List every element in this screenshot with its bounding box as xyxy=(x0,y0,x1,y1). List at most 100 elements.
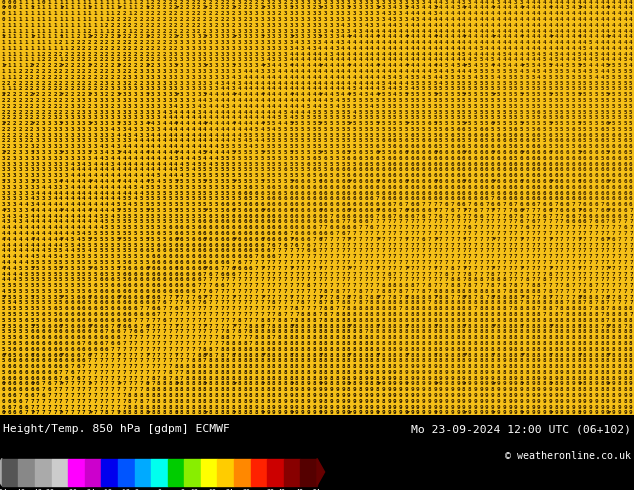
Text: 6: 6 xyxy=(145,266,149,271)
Text: 3: 3 xyxy=(122,121,126,126)
Text: 6: 6 xyxy=(209,225,212,230)
Text: 8: 8 xyxy=(399,358,402,364)
Text: 7: 7 xyxy=(514,248,517,253)
Text: 8: 8 xyxy=(261,387,264,392)
Text: 7: 7 xyxy=(128,347,132,352)
Text: 7: 7 xyxy=(382,237,385,242)
Text: 2: 2 xyxy=(214,23,218,28)
Text: 8: 8 xyxy=(255,376,258,381)
Text: 3: 3 xyxy=(30,162,34,167)
Text: 7: 7 xyxy=(157,300,160,305)
Text: 6: 6 xyxy=(220,231,224,236)
Text: 5: 5 xyxy=(324,133,327,138)
Text: 6: 6 xyxy=(111,277,114,282)
Text: 3: 3 xyxy=(238,80,241,86)
Text: 9: 9 xyxy=(364,370,368,375)
Text: 3: 3 xyxy=(122,98,126,103)
Text: 6: 6 xyxy=(163,271,166,276)
Text: 4: 4 xyxy=(289,51,293,57)
Text: 6: 6 xyxy=(399,185,402,190)
Text: 5: 5 xyxy=(70,237,74,242)
Text: 2: 2 xyxy=(122,75,126,80)
Text: 7: 7 xyxy=(191,318,195,323)
Text: 5: 5 xyxy=(548,110,552,115)
Text: 2: 2 xyxy=(180,28,183,33)
Text: 4: 4 xyxy=(82,202,86,207)
Text: 2: 2 xyxy=(117,11,120,16)
Text: 5: 5 xyxy=(330,110,333,115)
Text: 6: 6 xyxy=(514,208,517,213)
Bar xyxy=(234,459,250,486)
Text: 4: 4 xyxy=(203,98,207,103)
Text: 6: 6 xyxy=(382,214,385,219)
Text: 8: 8 xyxy=(589,318,592,323)
Text: 6: 6 xyxy=(583,185,586,190)
Text: 8: 8 xyxy=(243,370,247,375)
Text: 4: 4 xyxy=(174,121,178,126)
Text: 6: 6 xyxy=(59,323,63,329)
Text: 6: 6 xyxy=(87,323,91,329)
Text: 6: 6 xyxy=(266,248,270,253)
Text: 6: 6 xyxy=(261,248,264,253)
Text: 6: 6 xyxy=(25,318,28,323)
Text: 7: 7 xyxy=(416,277,420,282)
Text: 3: 3 xyxy=(59,121,63,126)
Text: 8: 8 xyxy=(462,335,465,340)
Text: 5: 5 xyxy=(623,92,627,97)
Text: 7: 7 xyxy=(404,225,408,230)
Text: 0: 0 xyxy=(13,0,16,4)
Text: 4: 4 xyxy=(100,168,103,172)
Text: 9: 9 xyxy=(289,399,293,404)
Text: 3: 3 xyxy=(117,104,120,109)
Text: 6: 6 xyxy=(13,399,16,404)
Text: 6: 6 xyxy=(456,162,460,167)
Text: 7: 7 xyxy=(462,260,465,265)
Text: 9: 9 xyxy=(571,382,575,387)
Text: 7: 7 xyxy=(393,248,396,253)
Text: 8: 8 xyxy=(382,312,385,317)
Text: 8: 8 xyxy=(531,376,534,381)
Text: 6: 6 xyxy=(330,168,333,172)
Text: 8: 8 xyxy=(197,353,201,358)
Text: 9: 9 xyxy=(404,399,408,404)
Text: 4: 4 xyxy=(301,57,304,62)
Text: 4: 4 xyxy=(7,277,11,282)
Text: 7: 7 xyxy=(445,283,448,288)
Text: 5: 5 xyxy=(560,104,564,109)
Text: 1: 1 xyxy=(76,28,80,33)
Text: 5: 5 xyxy=(491,86,495,91)
Text: 1: 1 xyxy=(53,0,57,4)
Text: 6: 6 xyxy=(404,185,408,190)
Text: 8: 8 xyxy=(278,358,281,364)
Text: 7: 7 xyxy=(278,283,281,288)
Text: 6: 6 xyxy=(100,318,103,323)
Text: 2: 2 xyxy=(157,0,160,4)
Text: 4: 4 xyxy=(520,51,523,57)
Text: 9: 9 xyxy=(485,399,489,404)
Text: 8: 8 xyxy=(468,353,471,358)
Text: 9: 9 xyxy=(324,405,327,410)
Text: 7: 7 xyxy=(451,231,454,236)
Text: 5: 5 xyxy=(100,243,103,247)
Text: 8: 8 xyxy=(554,347,558,352)
Text: 6: 6 xyxy=(65,312,68,317)
Text: 3: 3 xyxy=(145,110,149,115)
Text: 5: 5 xyxy=(191,191,195,196)
Text: 6: 6 xyxy=(18,387,22,392)
Text: 6: 6 xyxy=(313,220,316,224)
Text: 8: 8 xyxy=(502,300,506,305)
Text: 6: 6 xyxy=(439,156,443,161)
Text: 7: 7 xyxy=(410,243,414,247)
Text: 5: 5 xyxy=(468,144,471,149)
Text: 7: 7 xyxy=(485,254,489,259)
Text: 3: 3 xyxy=(48,139,51,144)
Text: 3: 3 xyxy=(70,115,74,121)
Text: 5: 5 xyxy=(514,104,517,109)
Text: 6: 6 xyxy=(13,347,16,352)
Text: 5: 5 xyxy=(474,86,477,91)
Text: 4: 4 xyxy=(186,115,189,121)
Text: 4: 4 xyxy=(416,11,420,16)
Text: 7: 7 xyxy=(410,225,414,230)
Text: 4: 4 xyxy=(163,115,166,121)
Text: 9: 9 xyxy=(387,399,391,404)
